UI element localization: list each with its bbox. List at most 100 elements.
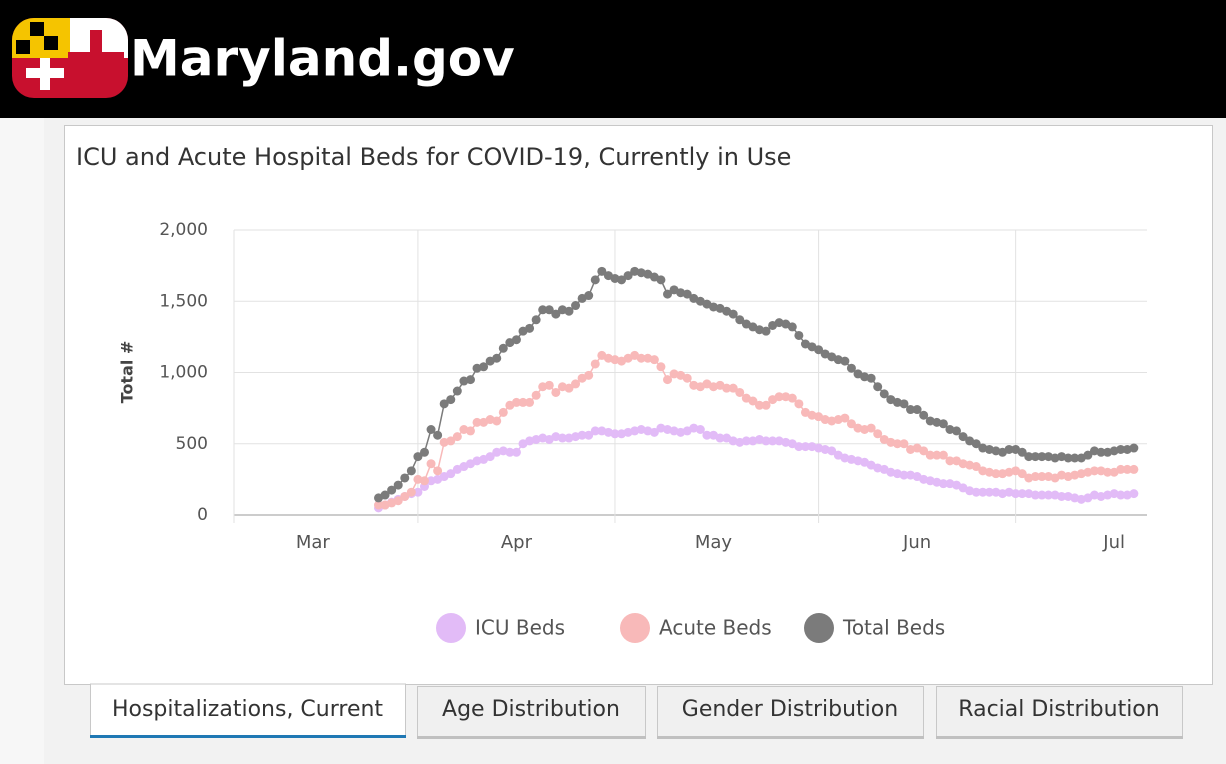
data-point (1070, 453, 1080, 463)
data-point (840, 356, 850, 366)
data-point (682, 373, 692, 383)
data-point (682, 289, 692, 299)
data-point (873, 382, 883, 392)
y-tick-label: 2,000 (159, 220, 208, 240)
data-point (906, 405, 916, 415)
tab[interactable] (657, 686, 924, 737)
legend-label[interactable]: Acute Beds (659, 616, 772, 640)
data-point (518, 397, 528, 407)
flag-cross-white (26, 58, 64, 90)
data-point (393, 480, 403, 490)
tab-label[interactable]: Gender Distribution (682, 697, 898, 722)
data-point (722, 383, 732, 393)
left-gutter (0, 118, 44, 764)
data-point (590, 359, 600, 369)
legend-swatch[interactable] (804, 613, 834, 643)
data-point (1024, 452, 1034, 462)
flag-black (16, 22, 58, 54)
data-point (1116, 464, 1126, 474)
data-point (584, 370, 594, 380)
data-point (938, 419, 948, 429)
data-point (472, 417, 482, 427)
data-point (1037, 490, 1047, 500)
data-point (590, 275, 600, 285)
data-point (406, 487, 416, 497)
data-point (426, 425, 436, 434)
data-point (899, 470, 909, 480)
tab-label[interactable]: Racial Distribution (958, 697, 1159, 722)
data-point (465, 375, 475, 385)
tab[interactable] (90, 683, 406, 737)
y-tick-label: 0 (197, 505, 208, 525)
data-point (577, 430, 587, 440)
data-point (754, 400, 764, 410)
data-point (1017, 447, 1027, 457)
data-point (800, 442, 810, 452)
data-point (571, 301, 581, 311)
data-point (892, 439, 902, 449)
data-point (952, 426, 962, 436)
data-point (774, 392, 784, 402)
data-point (597, 266, 607, 276)
data-point (446, 395, 456, 405)
legend-label[interactable]: ICU Beds (475, 616, 565, 640)
data-point (617, 275, 627, 285)
data-point (380, 490, 390, 500)
data-point (787, 322, 797, 332)
data-point (991, 469, 1001, 479)
data-point (1122, 464, 1132, 474)
data-point (511, 447, 521, 457)
data-point (925, 450, 935, 460)
data-point (1030, 490, 1040, 500)
data-point (768, 436, 778, 446)
tab-underline (90, 735, 406, 738)
data-point (387, 485, 397, 495)
data-point (846, 363, 856, 373)
y-tick-label: 500 (176, 434, 208, 454)
data-point (393, 496, 403, 506)
data-point (492, 353, 502, 363)
flag-cross (68, 30, 124, 86)
data-point (1089, 466, 1099, 476)
data-point (814, 345, 824, 355)
data-point (794, 442, 804, 452)
data-point (610, 429, 620, 439)
data-point (413, 452, 423, 462)
data-point (452, 386, 462, 396)
data-point (1017, 469, 1027, 479)
tab[interactable] (417, 686, 646, 737)
data-point (1011, 489, 1021, 499)
data-point (938, 450, 948, 460)
data-point (971, 487, 981, 497)
chart-card (64, 125, 1213, 685)
data-point (446, 436, 456, 446)
data-point (1129, 464, 1139, 474)
data-point (400, 473, 410, 483)
data-point (511, 335, 521, 345)
data-point (873, 429, 883, 439)
data-point (571, 379, 581, 389)
data-point (419, 476, 429, 486)
data-point (663, 375, 673, 385)
legend-label[interactable]: Total Beds (842, 616, 945, 640)
legend-swatch[interactable] (436, 613, 466, 643)
data-point (511, 397, 521, 407)
tab-label[interactable]: Hospitalizations, Current (112, 697, 383, 722)
data-point (978, 487, 988, 497)
data-point (1129, 443, 1139, 453)
chart-title: ICU and Acute Hospital Beds for COVID-19… (76, 143, 791, 171)
legend-swatch[interactable] (620, 613, 650, 643)
data-point (748, 396, 758, 406)
data-point (735, 315, 745, 325)
data-point (1083, 450, 1093, 460)
data-point (465, 426, 475, 436)
data-point (413, 487, 423, 497)
logo[interactable] (12, 18, 128, 98)
tab-label[interactable]: Age Distribution (442, 697, 620, 722)
site-name[interactable]: Maryland.gov (130, 30, 515, 88)
data-point (584, 291, 594, 301)
data-point (564, 306, 574, 316)
x-tick-label: Jun (902, 532, 931, 553)
tab[interactable] (936, 686, 1183, 737)
